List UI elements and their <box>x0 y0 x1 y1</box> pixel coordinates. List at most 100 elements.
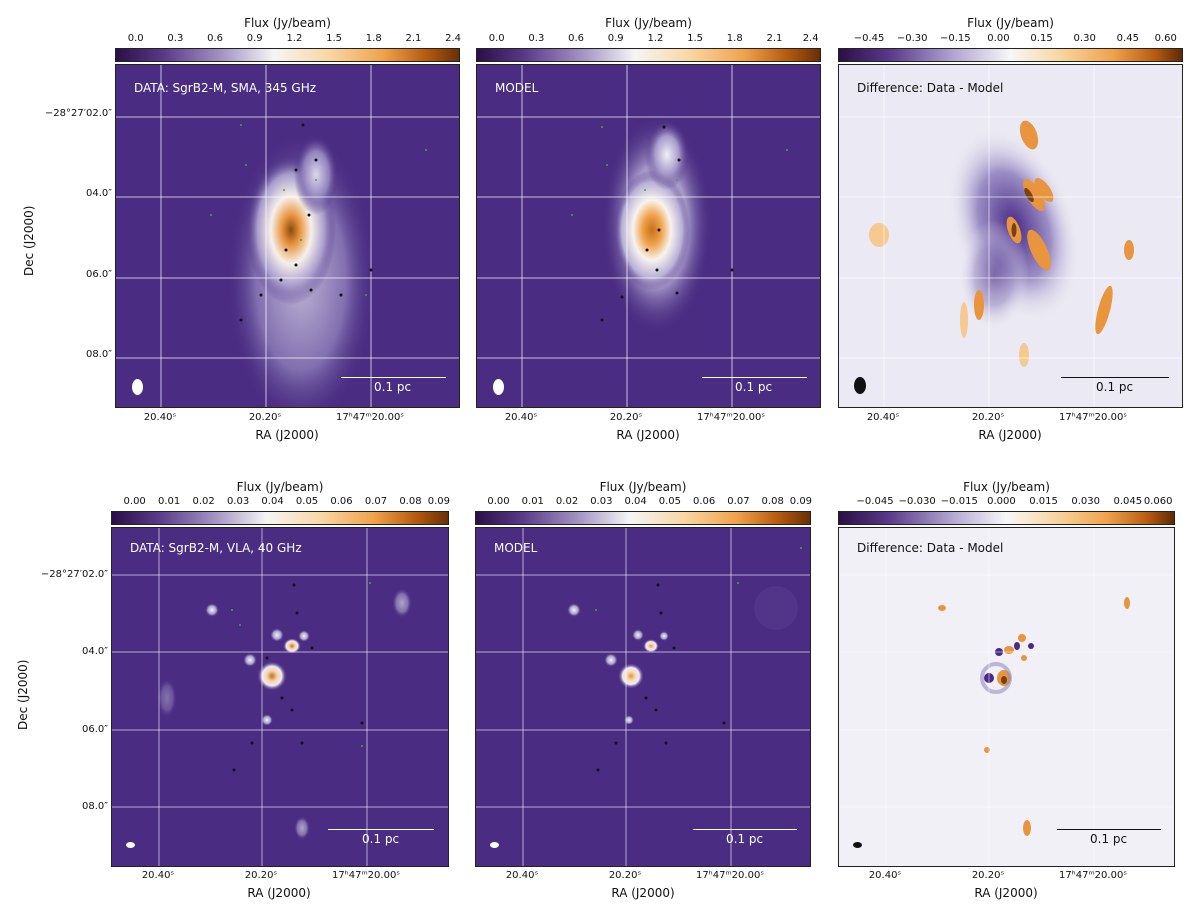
image-sma-data: DATA: SgrB2-M, SMA, 345 GHz 0.1 pc <box>115 64 460 408</box>
x-tick: 17ʰ47ᵐ20.00ˢ <box>331 870 401 881</box>
y-tick-row1-2: 04.0″ <box>85 188 112 199</box>
beam-ellipse <box>490 842 499 848</box>
cb-tick: 0.03 <box>226 496 250 507</box>
panel-vla-data: Flux (Jy/beam) 0.00 0.01 0.02 0.03 0.04 … <box>111 480 450 905</box>
x-tick: 17ʰ47ᵐ20.00ˢ <box>1058 412 1128 423</box>
y-tick-row2-4: 08.0″ <box>81 801 108 812</box>
cb-tick: 1.5 <box>687 33 704 44</box>
beam-ellipse <box>854 377 866 394</box>
cb-tick: 0.06 <box>693 496 716 507</box>
panel-sma-difference: Flux (Jy/beam) −0.45 −0.30 −0.15 0.00 0.… <box>838 16 1183 446</box>
colorbar-ticks: −0.45 −0.30 −0.15 0.00 0.15 0.30 0.45 0.… <box>838 33 1183 45</box>
cb-tick: 0.00 <box>123 496 146 507</box>
cb-tick: 0.07 <box>727 496 750 507</box>
scale-bar <box>1057 829 1161 830</box>
y-tick-row1-3: 06.0″ <box>85 269 112 280</box>
cb-tick: 1.2 <box>286 33 303 44</box>
x-axis-label: RA (J2000) <box>247 886 311 900</box>
colorbar <box>475 511 811 525</box>
scale-bar <box>693 829 797 830</box>
image-vla-difference: Difference: Data - Model 0.1 pc <box>838 527 1175 867</box>
y-tick-row1-4: 08.0″ <box>85 349 112 360</box>
colorbar-ticks: 0.00 0.01 0.02 0.03 0.04 0.05 0.06 0.07 … <box>475 496 813 508</box>
scale-bar-label: 0.1 pc <box>735 380 773 394</box>
x-axis-label: RA (J2000) <box>978 428 1042 442</box>
x-axis-label: RA (J2000) <box>616 428 680 442</box>
x-tick: 20.20ˢ <box>971 870 1005 881</box>
panel-vla-difference: Flux (Jy/beam) −0.045 −0.030 −0.015 0.00… <box>838 480 1175 905</box>
x-axis-label: RA (J2000) <box>974 886 1038 900</box>
colorbar <box>476 48 821 62</box>
panel-label: Difference: Data - Model <box>857 81 1004 95</box>
panel-sma-data: Flux (Jy/beam) 0.0 0.3 0.6 0.9 1.2 1.5 1… <box>115 16 462 446</box>
cb-tick: 0.09 <box>427 496 450 507</box>
cb-tick: 0.01 <box>521 496 544 507</box>
cb-tick: −0.30 <box>896 33 928 44</box>
y-tick-row1-1: −28°27′02.0″ <box>44 108 112 119</box>
cb-tick: 1.5 <box>326 33 343 44</box>
x-tick: 20.20ˢ <box>248 412 282 423</box>
x-tick: 20.20ˢ <box>608 870 642 881</box>
colorbar <box>115 48 460 62</box>
map-vla-difference <box>839 528 1174 866</box>
cb-tick: 0.09 <box>789 496 813 507</box>
cb-tick: 0.030 <box>1071 496 1101 507</box>
cb-tick: 0.15 <box>1030 33 1053 44</box>
cb-tick: 1.8 <box>726 33 743 44</box>
x-axis-label: RA (J2000) <box>255 428 319 442</box>
colorbar-ticks: −0.045 −0.030 −0.015 0.000 0.015 0.030 0… <box>838 496 1175 508</box>
cb-tick: 0.6 <box>568 33 584 44</box>
x-tick: 20.40ˢ <box>505 870 539 881</box>
cb-tick: 0.00 <box>487 496 510 507</box>
cb-tick: 2.4 <box>445 33 462 44</box>
x-axis-label: RA (J2000) <box>611 886 675 900</box>
cb-tick: 0.01 <box>157 496 181 507</box>
map-vla-model <box>476 528 810 866</box>
cb-tick: 0.3 <box>528 33 545 44</box>
panel-vla-model: Flux (Jy/beam) 0.00 0.01 0.02 0.03 0.04 … <box>475 480 813 905</box>
cb-tick: 0.05 <box>658 496 682 507</box>
x-tick: 20.40ˢ <box>866 412 900 423</box>
panel-label: DATA: SgrB2-M, VLA, 40 GHz <box>130 541 302 555</box>
cb-tick: 0.015 <box>1029 496 1058 507</box>
cb-tick: 2.1 <box>405 33 422 44</box>
x-tick: 20.40ˢ <box>143 412 177 423</box>
cb-tick: −0.15 <box>939 33 971 44</box>
cb-tick: 2.1 <box>766 33 783 44</box>
cb-tick: 0.03 <box>590 496 613 507</box>
cb-tick: 0.06 <box>330 496 353 507</box>
colorbar-ticks: 0.0 0.3 0.6 0.9 1.2 1.5 1.8 2.1 2.4 <box>476 33 821 45</box>
panel-label: MODEL <box>494 541 538 555</box>
cb-tick: 0.08 <box>761 496 784 507</box>
scale-bar-label: 0.1 pc <box>726 832 764 846</box>
cb-tick: 1.2 <box>647 33 664 44</box>
x-tick: 17ʰ47ᵐ20.00ˢ <box>696 412 766 423</box>
panel-label: DATA: SgrB2-M, SMA, 345 GHz <box>134 81 317 95</box>
y-tick-row2-3: 06.0″ <box>81 724 108 735</box>
x-tick: 20.40ˢ <box>141 870 175 881</box>
colorbar-title: Flux (Jy/beam) <box>236 480 324 494</box>
cb-tick: −0.045 <box>856 496 894 507</box>
scale-bar <box>702 377 807 378</box>
y-tick-row2-1: −28°27′02.0″ <box>40 569 108 580</box>
x-tick: 20.40ˢ <box>868 870 902 881</box>
y-tick-row2-2: 04.0″ <box>81 646 108 657</box>
map-vla-data <box>112 528 448 866</box>
image-vla-model: MODEL 0.1 pc <box>475 527 811 867</box>
panel-label: MODEL <box>495 81 539 95</box>
beam-ellipse <box>853 842 862 848</box>
cb-tick: 0.0 <box>488 33 505 44</box>
image-vla-data: DATA: SgrB2-M, VLA, 40 GHz 0.1 pc <box>111 527 449 867</box>
map-sma-data <box>116 65 459 407</box>
panel-sma-model: Flux (Jy/beam) 0.0 0.3 0.6 0.9 1.2 1.5 1… <box>476 16 821 446</box>
cb-tick: −0.45 <box>853 33 885 44</box>
colorbar-title: Flux (Jy/beam) <box>599 480 687 494</box>
cb-tick: 0.30 <box>1073 33 1096 44</box>
x-tick: 17ʰ47ᵐ20.00ˢ <box>695 870 765 881</box>
cb-tick: 1.8 <box>365 33 382 44</box>
x-tick: 20.20ˢ <box>971 412 1005 423</box>
colorbar-title: Flux (Jy/beam) <box>605 16 692 30</box>
x-tick: 17ʰ47ᵐ20.00ˢ <box>1058 870 1128 881</box>
cb-tick: 0.04 <box>261 496 284 507</box>
scale-bar-label: 0.1 pc <box>1096 380 1134 394</box>
